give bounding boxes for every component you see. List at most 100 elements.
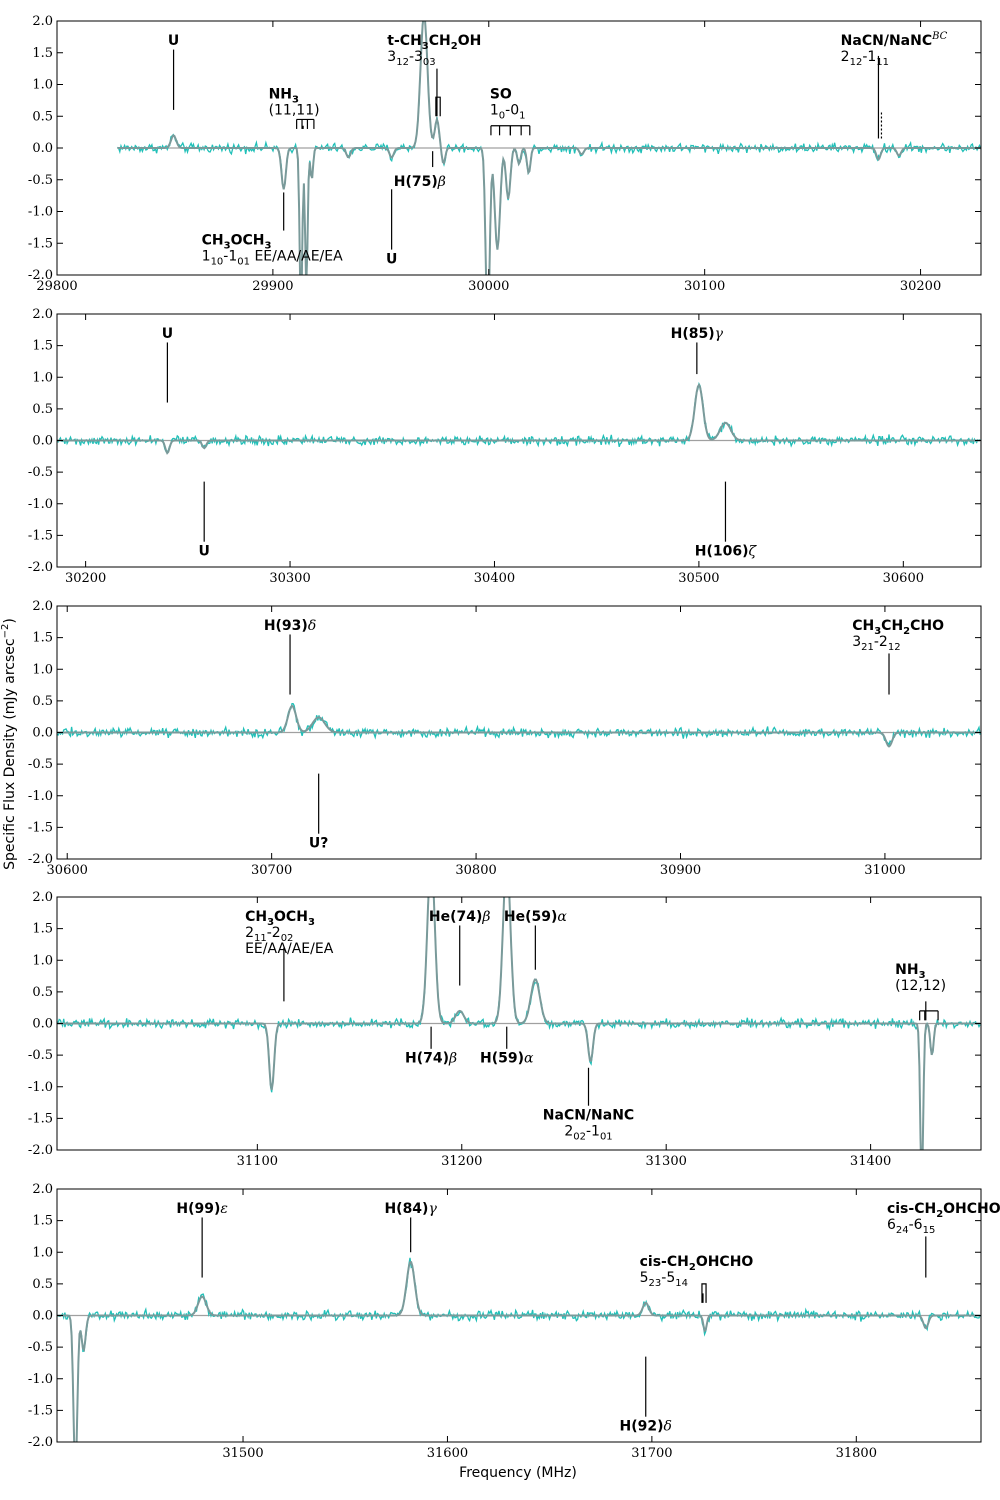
- y-tick-label: -1.0: [28, 789, 53, 804]
- annotation-label: H(59)α: [480, 1051, 534, 1067]
- x-tick-label: 30000: [468, 279, 509, 294]
- annotation-label: H(75)β: [394, 174, 446, 190]
- y-tick-label: 1.5: [32, 1214, 53, 1229]
- line-annotation: CH3​OCH3​110​-101​ EE/AA/AE/EA: [202, 192, 343, 268]
- x-tick-label: 31200: [441, 1154, 482, 1169]
- y-tick-label: -2.0: [28, 1435, 53, 1450]
- x-tick-label: 31100: [237, 1154, 278, 1169]
- y-tick-label: -0.5: [28, 173, 53, 188]
- line-annotation: U?: [309, 773, 328, 852]
- x-tick-label: 31400: [850, 1154, 891, 1169]
- y-tick-label: -1.5: [28, 528, 53, 543]
- spectrum-panel-2: -2.0 -1.5 -1.0 -0.5 0.0 0.5 1.0 1.5 2.0 30200 3030…: [28, 307, 982, 586]
- y-tick-label: -0.5: [28, 757, 53, 772]
- y-tick-label: 1.0: [32, 1245, 53, 1260]
- x-tick-label: 30900: [660, 863, 701, 878]
- line-annotation: H(99)ε: [176, 1201, 228, 1278]
- annotation-label: H(85)γ: [671, 326, 724, 342]
- annotation-transition: 202​-101​: [564, 1124, 612, 1143]
- x-tick-label: 30600: [47, 863, 88, 878]
- y-tick-label: 0.5: [32, 1277, 53, 1292]
- y-tick-label: -2.0: [28, 560, 53, 575]
- annotation-transition: 10​-01​: [490, 102, 526, 121]
- annotation-label: SO: [490, 86, 512, 102]
- line-annotation: H(84)γ: [384, 1201, 437, 1253]
- x-tick-label: 30800: [455, 863, 496, 878]
- annotation-transition: EE/AA/AE/EA: [245, 941, 334, 957]
- line-annotation: H(85)γ: [671, 326, 724, 375]
- x-tick-label: 30600: [883, 571, 924, 586]
- y-tick-label: 1.5: [32, 922, 53, 937]
- y-tick-label: 1.0: [32, 953, 53, 968]
- annotation-label: CH3​CH2​CHO: [852, 618, 944, 637]
- annotation-transition: 211​-202​: [245, 925, 293, 944]
- y-tick-label: -0.5: [28, 465, 53, 480]
- x-tick-label: 31800: [836, 1446, 877, 1461]
- x-tick-label: 31700: [631, 1446, 672, 1461]
- model-spectrum: [57, 897, 981, 1150]
- line-annotation: NH3​(12,12): [895, 962, 946, 1021]
- x-tick-label: 30500: [678, 571, 719, 586]
- observed-spectrum: [57, 703, 981, 747]
- x-tick-label: 30700: [251, 863, 292, 878]
- annotation-transition: 110​-101​ EE/AA/AE/EA: [202, 249, 343, 268]
- annotation-transition: 624​-615​: [887, 1217, 935, 1236]
- observed-spectrum: [57, 897, 981, 1150]
- y-tick-label: 0.0: [32, 1309, 53, 1324]
- y-tick-label: 0.0: [32, 434, 53, 449]
- x-tick-label: 30100: [684, 279, 725, 294]
- annotation-label: He(59)α: [504, 909, 568, 925]
- x-axis-title: Frequency (MHz): [459, 1465, 577, 1481]
- y-tick-label: -1.0: [28, 205, 53, 220]
- line-annotation: H(75)β: [394, 151, 446, 190]
- annotation-label: U: [198, 544, 209, 560]
- y-tick-label: -1.5: [28, 236, 53, 251]
- y-tick-label: -1.0: [28, 1080, 53, 1095]
- annotation-label: H(92)δ: [620, 1419, 672, 1435]
- annotation-label: H(106)ζ: [695, 544, 758, 560]
- spectrum-panel-4: -2.0 -1.5 -1.0 -0.5 0.0 0.5 1.0 1.5 2.0 31100 3120…: [28, 890, 982, 1169]
- y-tick-label: 1.0: [32, 662, 53, 677]
- y-tick-label: 2.0: [32, 890, 53, 905]
- y-tick-label: 0.5: [32, 985, 53, 1000]
- model-spectrum: [57, 704, 981, 748]
- y-tick-label: 0.0: [32, 141, 53, 156]
- y-tick-label: 1.5: [32, 46, 53, 61]
- observed-spectrum: [116, 21, 981, 275]
- line-annotation: H(93)δ: [264, 618, 316, 695]
- y-tick-label: 0.0: [32, 726, 53, 741]
- line-annotation: U: [386, 189, 397, 268]
- y-tick-label: -0.5: [28, 1048, 53, 1063]
- y-tick-label: 0.5: [32, 402, 53, 417]
- x-tick-label: 30200: [65, 571, 106, 586]
- line-annotation: He(59)α: [504, 909, 568, 970]
- line-annotation: H(92)δ: [620, 1356, 672, 1435]
- annotation-label: U: [162, 326, 173, 342]
- line-annotation: U: [198, 481, 210, 560]
- annotation-bracket: [435, 96, 441, 117]
- x-tick-label: 30400: [474, 571, 515, 586]
- y-tick-label: 2.0: [32, 14, 53, 29]
- annotation-transition: 212​-111​: [841, 49, 889, 68]
- annotation-label: He(74)β: [429, 909, 491, 925]
- y-tick-label: -2.0: [28, 268, 53, 283]
- annotation-bracket: [701, 1283, 707, 1303]
- annotation-transition: 312​-303​: [387, 49, 435, 68]
- y-tick-label: 1.5: [32, 339, 53, 354]
- line-annotation: U: [168, 33, 179, 110]
- x-tick-label: 31300: [646, 1154, 687, 1169]
- annotation-label: NH3​: [895, 962, 925, 981]
- annotation-label: U: [168, 33, 179, 49]
- x-tick-label: 30300: [269, 571, 310, 586]
- annotation-label: t-CH3​CH2​OH: [387, 33, 481, 52]
- observed-spectrum: [57, 381, 981, 453]
- annotation-label: H(74)β: [405, 1051, 457, 1067]
- spectrum-panel-3: -2.0 -1.5 -1.0 -0.5 0.0 0.5 1.0 1.5 2.0 30600 3070…: [28, 599, 982, 878]
- annotation-transition: (12,12): [895, 978, 946, 994]
- annotation-label: cis-CH2​OHCHO: [640, 1254, 754, 1273]
- y-tick-label: -0.5: [28, 1340, 53, 1355]
- y-tick-label: 0.5: [32, 694, 53, 709]
